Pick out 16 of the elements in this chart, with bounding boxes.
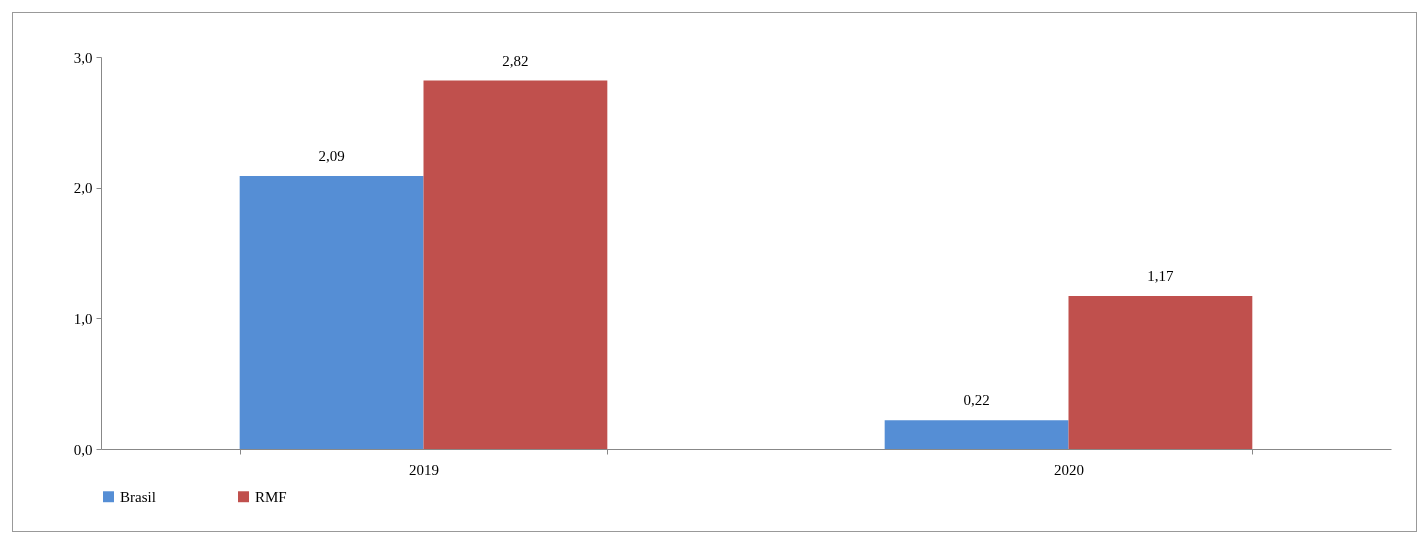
bar xyxy=(423,80,608,449)
legend-label: RMF xyxy=(255,488,287,505)
data-label: 0,22 xyxy=(963,392,990,409)
data-label: 2,82 xyxy=(502,52,529,69)
y-tick-label: 1,0 xyxy=(73,310,93,327)
data-label: 1,17 xyxy=(1147,268,1175,285)
x-tick-label: 2019 xyxy=(409,461,439,478)
x-tick-label: 2020 xyxy=(1054,461,1084,478)
bar xyxy=(1068,296,1253,449)
bar xyxy=(239,175,424,449)
y-tick-label: 2,0 xyxy=(73,180,93,197)
y-tick-label: 0,0 xyxy=(73,441,93,458)
legend-label: Brasil xyxy=(120,488,156,505)
bar xyxy=(884,420,1069,449)
y-tick-label: 3,0 xyxy=(73,49,93,66)
data-label: 2,09 xyxy=(318,147,345,164)
